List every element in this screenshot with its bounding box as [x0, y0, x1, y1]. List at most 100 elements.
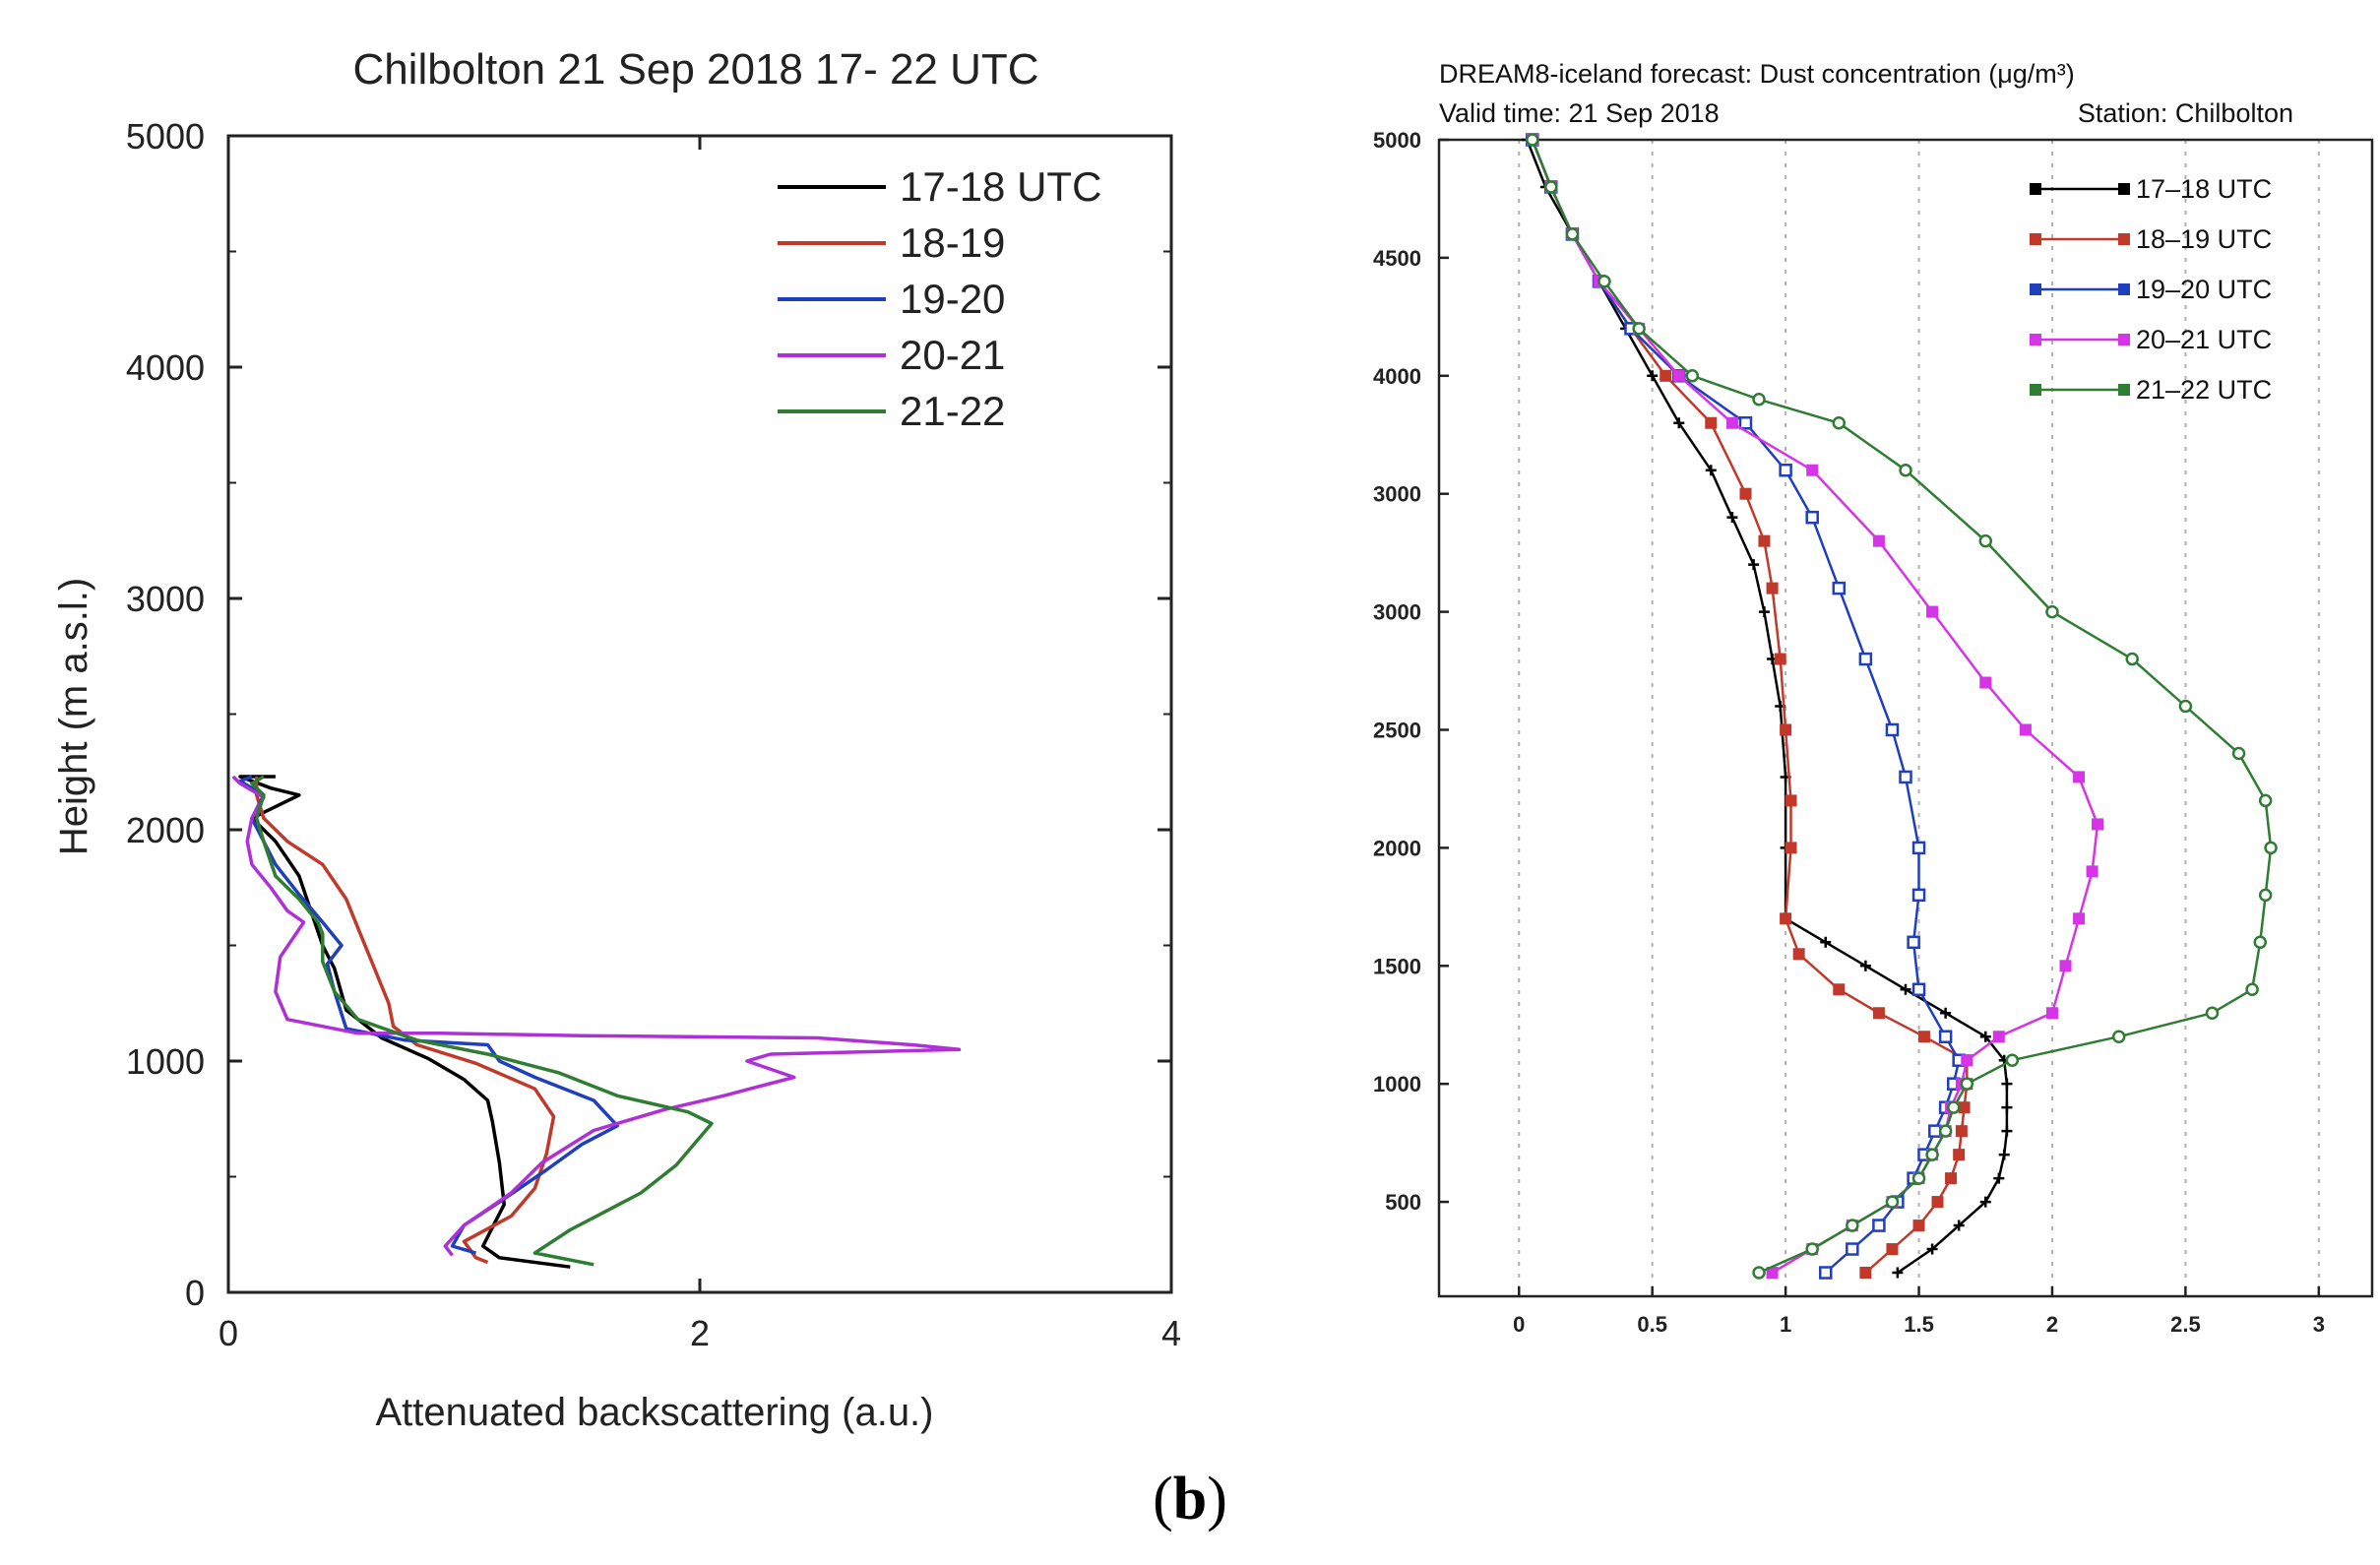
left-y-tick-label: 5000	[126, 116, 205, 156]
left-x-tick-label: 0	[219, 1313, 238, 1353]
right-data-marker	[1544, 180, 1558, 194]
right-data-marker	[1859, 1267, 1872, 1280]
right-data-marker	[1931, 1196, 1944, 1209]
right-grid	[1518, 140, 2320, 1296]
panel-label: (b)	[0, 1465, 2380, 1534]
right-data-marker	[1632, 322, 1646, 336]
left-x-axis-label: Attenuated backscattering (a.u.)	[376, 1391, 934, 1434]
right-data-marker	[1940, 1007, 1952, 1019]
right-legend: 17–18 UTC 18–19 UTC 19–20 UTC 20–21 UTC 21–2…	[2030, 174, 2272, 405]
left-legend: 17-18 UTC 18-19 19-20 20-21 21-22	[778, 163, 1101, 434]
right-chart-station: Station: Chilbolton	[2078, 98, 2293, 128]
right-x-axis: 0 0.5 1 1.5 2 2.5 3	[1513, 1286, 2325, 1337]
right-data-marker	[1900, 983, 1911, 995]
right-data-marker	[1846, 1242, 1859, 1256]
right-data-marker	[1885, 1195, 1900, 1209]
right-legend-label: 20–21 UTC	[2136, 325, 2272, 354]
right-data-marker	[1725, 416, 1738, 429]
right-data-marker	[2178, 699, 2193, 714]
right-x-tick-label: 1.5	[1904, 1312, 1934, 1337]
right-data-marker	[1960, 1077, 1974, 1091]
right-data-marker	[1858, 652, 1873, 666]
right-series-line	[1526, 139, 2009, 1275]
right-data-marker	[1886, 1243, 1899, 1256]
right-data-marker	[2073, 771, 2086, 783]
right-data-marker	[1779, 463, 1792, 477]
right-data-marker	[1928, 1124, 1942, 1138]
left-legend-label: 19-20	[900, 276, 1005, 322]
right-data-marker	[1993, 1172, 2005, 1184]
right-data-marker	[1774, 653, 1786, 665]
right-data-marker	[2118, 334, 2130, 345]
right-data-marker	[1565, 227, 1580, 241]
panel-label-open: (	[1153, 1466, 1173, 1533]
right-data-marker	[1805, 510, 1819, 525]
right-data-marker	[2073, 912, 2086, 925]
right-data-marker	[1806, 464, 1819, 476]
right-data-marker	[2118, 283, 2130, 295]
left-y-tick-label: 1000	[126, 1041, 205, 1082]
right-data-marker	[1792, 948, 1805, 961]
right-data-marker	[1945, 1172, 1958, 1185]
right-data-marker	[1660, 369, 1672, 382]
right-y-tick-label: 1000	[1373, 1072, 1421, 1096]
right-data-marker	[1899, 770, 1912, 784]
right-data-marker	[1758, 534, 1771, 547]
right-y-tick-label: 4500	[1373, 246, 1421, 271]
right-data-marker	[1672, 369, 1685, 382]
right-data-marker	[1705, 416, 1718, 429]
right-x-tick-label: 0.5	[1637, 1312, 1667, 1337]
right-data-marker	[2059, 960, 2072, 972]
right-x-tick-label: 2.5	[2170, 1312, 2201, 1337]
left-y-tick-label: 2000	[126, 810, 205, 850]
left-x-tick-label: 4	[1161, 1313, 1181, 1353]
left-series-line	[231, 775, 962, 1257]
right-data-marker	[1998, 1149, 2010, 1160]
right-data-marker	[1911, 1171, 1926, 1185]
right-data-marker	[2030, 384, 2041, 396]
right-data-marker	[1647, 370, 1659, 382]
right-x-tick-label: 1	[1780, 1312, 1791, 1337]
right-data-marker	[2245, 982, 2259, 997]
left-legend-label: 20-21	[900, 332, 1005, 378]
right-data-marker	[1785, 794, 1797, 807]
left-series-line	[238, 775, 571, 1269]
lidar-backscatter-chart: Chilbolton 21 Sep 2018 17- 22 UTC 0 1000 2…	[52, 45, 1181, 1434]
right-data-marker	[1739, 487, 1752, 500]
right-data-marker	[1953, 1149, 1966, 1161]
right-data-marker	[2264, 841, 2278, 855]
right-data-marker	[1526, 133, 1539, 147]
right-data-marker	[2030, 183, 2041, 195]
right-data-marker	[1820, 936, 1832, 948]
right-data-marker	[1738, 416, 1753, 430]
right-data-marker	[1832, 581, 1847, 595]
dream8-forecast-chart: DREAM8-iceland forecast: Dust concentrat…	[1373, 59, 2374, 1337]
right-chart-title: DREAM8-iceland forecast: Dust concentrat…	[1439, 59, 2075, 89]
right-y-axis: 500 1000 1500 2000 2500 3000 3000 4000 4500 5000	[1373, 128, 1449, 1215]
right-data-marker	[1925, 1148, 1939, 1161]
right-data-marker	[2258, 793, 2273, 808]
right-data-marker	[1833, 983, 1846, 996]
panel-label-close: )	[1207, 1466, 1227, 1533]
right-data-marker	[1872, 534, 1885, 547]
right-y-tick-label: 3000	[1373, 482, 1421, 507]
right-data-marker	[2118, 183, 2130, 195]
right-data-marker	[2258, 888, 2273, 903]
right-data-marker	[1899, 463, 1912, 477]
left-series-line	[254, 777, 556, 1265]
right-y-tick-label: 5000	[1373, 128, 1421, 153]
left-y-tick-label: 3000	[126, 579, 205, 619]
right-data-marker	[1892, 1267, 1904, 1279]
right-data-marker	[1947, 1100, 1961, 1114]
right-series-line	[1531, 139, 2273, 1275]
right-data-marker	[2111, 1030, 2126, 1043]
right-y-tick-label: 3000	[1373, 600, 1421, 625]
right-data-marker	[1958, 1101, 1971, 1114]
right-data-marker	[1979, 676, 1992, 689]
right-data-marker	[1907, 935, 1920, 950]
left-series-lines	[231, 775, 962, 1269]
right-data-marker	[1785, 842, 1797, 854]
right-x-tick-label: 3	[2313, 1312, 2325, 1337]
right-data-marker	[1705, 465, 1717, 476]
